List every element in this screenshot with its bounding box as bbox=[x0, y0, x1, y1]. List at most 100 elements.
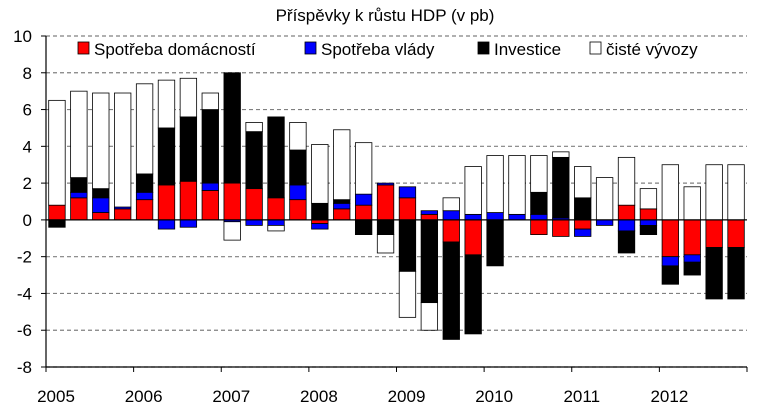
y-tick-label: -2 bbox=[17, 248, 32, 267]
legend-label: Investice bbox=[494, 40, 561, 59]
bar-segment bbox=[530, 191, 548, 215]
bar-segment bbox=[201, 109, 219, 184]
bar-segment bbox=[727, 219, 745, 248]
bar-segment bbox=[442, 241, 460, 340]
bar-segment bbox=[398, 270, 417, 318]
x-tick-label: 2010 bbox=[475, 387, 513, 406]
y-tick-label: 0 bbox=[23, 211, 32, 230]
bar-segment bbox=[442, 197, 460, 212]
bar-segment bbox=[245, 122, 263, 133]
y-tick-label: 10 bbox=[13, 27, 32, 46]
bar-segment bbox=[420, 213, 439, 221]
bar-segment bbox=[508, 155, 526, 215]
y-tick-label: 8 bbox=[23, 64, 32, 83]
bar-segment bbox=[464, 254, 482, 335]
bar-segment bbox=[595, 177, 614, 221]
y-tick-label: -6 bbox=[17, 321, 32, 340]
bar-segment bbox=[92, 197, 110, 213]
bar-segment bbox=[92, 212, 110, 221]
y-tick-label: 6 bbox=[23, 101, 32, 120]
bar-segment bbox=[333, 199, 351, 204]
bar-segment bbox=[179, 180, 198, 221]
legend-swatch bbox=[77, 41, 90, 55]
bar-segment bbox=[267, 116, 285, 199]
bar-segment bbox=[595, 219, 614, 226]
bar-segment bbox=[420, 302, 439, 331]
bar-segment bbox=[486, 212, 504, 221]
bar-segment bbox=[245, 219, 263, 226]
bar-segment bbox=[574, 219, 592, 230]
bar-segment bbox=[354, 193, 373, 206]
bar-segment bbox=[201, 182, 219, 191]
bars bbox=[48, 72, 745, 340]
y-tick-label: -4 bbox=[17, 284, 32, 303]
bar-segment bbox=[574, 197, 592, 221]
bar-segment bbox=[464, 166, 482, 215]
bar-segment bbox=[530, 213, 548, 221]
bar-segment bbox=[639, 208, 658, 221]
bar-segment bbox=[683, 261, 701, 276]
bar-segment bbox=[617, 219, 636, 232]
bar-segment bbox=[683, 186, 701, 221]
bar-segment bbox=[354, 142, 373, 195]
x-tick-labels: 2005 2006 2007 2008 2009 2010 2011 2012 bbox=[37, 387, 688, 406]
legend-label: Spotřeba domácností bbox=[94, 40, 256, 59]
legend-label: Spotřeba vlády bbox=[321, 40, 435, 59]
legend: Spotřeba domácností Spotřeba vlády Investi… bbox=[77, 40, 698, 59]
legend-swatch bbox=[589, 41, 602, 55]
legend-swatch bbox=[477, 41, 490, 55]
bar-segment bbox=[311, 223, 329, 230]
bar-segment bbox=[179, 219, 198, 228]
bar-segment bbox=[48, 99, 66, 206]
bar-segment bbox=[530, 219, 548, 235]
bar-segment bbox=[267, 225, 285, 232]
x-tick-label: 2012 bbox=[650, 387, 688, 406]
bar-segment bbox=[376, 184, 395, 221]
bar-segment bbox=[333, 202, 351, 210]
bar-segment bbox=[354, 219, 373, 235]
bar-segment bbox=[376, 219, 395, 235]
bar-segment bbox=[398, 186, 417, 199]
bar-segment bbox=[639, 225, 658, 236]
axes bbox=[41, 35, 748, 372]
bar-segment bbox=[48, 219, 66, 228]
bar-segment bbox=[135, 173, 154, 193]
bar-segment bbox=[727, 247, 745, 300]
bar-segment bbox=[683, 219, 701, 256]
bar-segment bbox=[661, 164, 679, 221]
bar-segment bbox=[179, 77, 198, 118]
bar-segment bbox=[157, 79, 176, 129]
x-tick-label: 2005 bbox=[37, 387, 75, 406]
bar-segment bbox=[48, 204, 66, 221]
bar-segment bbox=[727, 164, 745, 221]
bar-segment bbox=[289, 122, 307, 151]
bar-segment bbox=[223, 221, 241, 241]
bar-segment bbox=[552, 151, 570, 158]
bar-segment bbox=[376, 182, 395, 186]
bar-segment bbox=[135, 83, 154, 175]
bar-segment bbox=[617, 230, 636, 254]
legend-label: čisté vývozy bbox=[606, 40, 698, 59]
bar-segment bbox=[552, 156, 570, 219]
bar-segment bbox=[311, 144, 329, 204]
x-tick-label: 2008 bbox=[300, 387, 338, 406]
bar-segment bbox=[574, 228, 592, 237]
bar-segment bbox=[267, 197, 285, 221]
bar-segment bbox=[530, 155, 548, 193]
bar-segment bbox=[617, 156, 636, 206]
bar-segment bbox=[442, 219, 460, 243]
bar-segment bbox=[92, 92, 110, 190]
x-tick-label: 2011 bbox=[563, 387, 600, 406]
bar-segment bbox=[661, 256, 679, 267]
bar-segment bbox=[201, 190, 219, 221]
bar-segment bbox=[420, 219, 439, 304]
bar-segment bbox=[639, 188, 658, 210]
x-tick-label: 2006 bbox=[125, 387, 163, 406]
legend-swatch bbox=[304, 41, 317, 55]
bar-segment bbox=[114, 208, 132, 221]
bar-segment bbox=[398, 219, 417, 272]
bar-segment bbox=[311, 202, 329, 221]
bar-segment bbox=[157, 127, 176, 186]
bar-segment bbox=[398, 197, 417, 221]
